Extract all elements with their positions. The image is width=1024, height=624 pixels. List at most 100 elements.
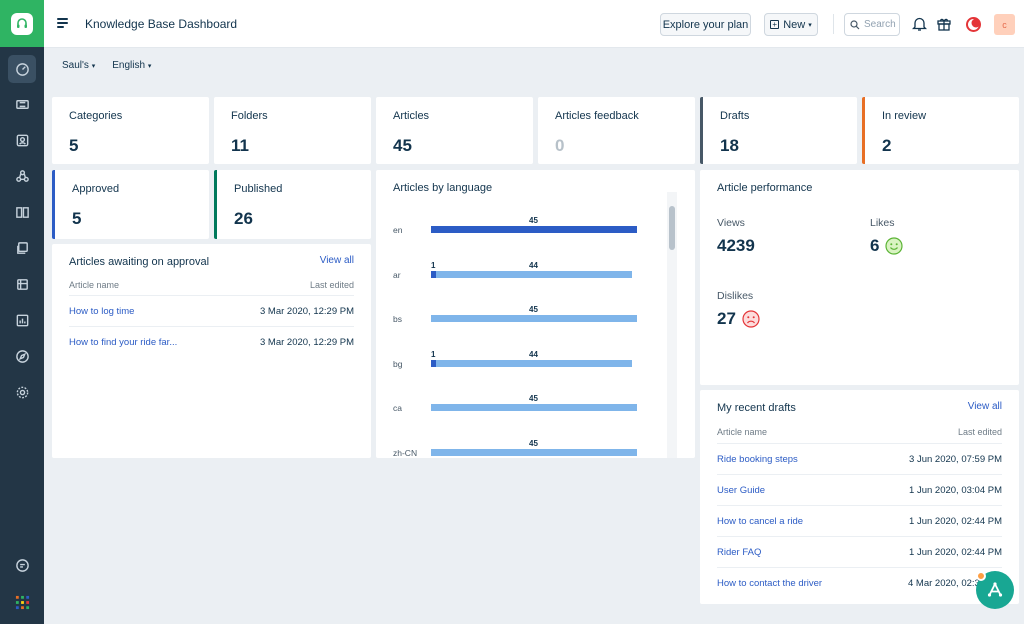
draft-date: 3 Jun 2020, 07:59 PM [909,454,1002,465]
stat-card-articles[interactable]: Articles 45 [376,97,533,164]
chart-bar[interactable] [435,359,633,367]
chevron-down-icon: ▾ [91,63,96,70]
language-chart-card: Articles by language en 45 ar 1 44 bs 45 bg 1 44 c… [376,170,695,458]
chart-scrollbar[interactable] [667,192,677,458]
nav-canned-icon[interactable] [8,234,36,262]
nav-analytics-icon[interactable] [8,306,36,334]
draft-link[interactable]: Rider FAQ [717,547,762,558]
draft-link[interactable]: User Guide [717,485,766,496]
explore-plan-button[interactable]: Explore your plan [660,13,751,36]
portal-dropdown-label: Saul's [62,60,89,71]
article-link[interactable]: How to find your ride far... [69,337,178,348]
language-dropdown-label: English [112,60,146,71]
stat-label: Published [234,183,283,195]
bar-data-label: 44 [529,260,538,270]
sad-face-icon [742,310,760,328]
stat-label: Approved [72,183,120,195]
chart-bar[interactable] [431,226,637,233]
nav-groups-icon[interactable] [8,162,36,190]
language-chart-title: Articles by language [393,182,493,194]
table-row[interactable]: Rider FAQ 1 Jun 2020, 02:44 PM [717,536,1002,567]
language-label: en [393,225,403,235]
draft-date: 1 Jun 2020, 03:04 PM [909,485,1002,496]
new-button[interactable]: + New ▾ [764,13,818,36]
nav-chat-icon[interactable] [8,551,36,579]
dislikes-value: 27 [717,309,760,329]
portal-dropdown[interactable]: Saul's ▾ [62,60,95,71]
bar-data-label: 45 [529,438,538,448]
stat-card-folders[interactable]: Folders 11 [214,97,371,164]
stat-label: Drafts [720,110,750,122]
stat-value: 2 [882,136,892,155]
performance-card-title: Article performance [717,182,813,194]
search-placeholder: Search [864,19,896,30]
nav-explore-icon[interactable] [8,342,36,370]
stat-label: In review [882,110,927,122]
search-icon [850,19,860,29]
table-row[interactable]: How to log time 3 Mar 2020, 12:29 PM [69,295,354,326]
stat-card-articles-feedback[interactable]: Articles feedback 0 [538,97,695,164]
column-header-article-name: Article name [717,427,768,437]
language-label: bs [393,314,402,324]
draft-link[interactable]: How to contact the driver [717,578,823,589]
performance-card: Article performance Views 4239 Likes 6 D… [700,170,1019,385]
nav-contacts-icon[interactable] [8,126,36,154]
gift-icon[interactable] [935,15,953,33]
language-label: bg [393,358,403,369]
chart-bar-secondary[interactable] [431,359,436,367]
table-row[interactable]: Ride booking steps 3 Jun 2020, 07:59 PM [717,443,1002,474]
table-row[interactable]: How to find your ride far... 3 Mar 2020,… [69,326,354,357]
nav-dashboard-icon[interactable] [8,55,36,83]
draft-link[interactable]: How to cancel a ride [717,516,804,527]
chart-bar-secondary[interactable] [431,270,436,278]
column-header-last-edited: Last edited [309,280,354,290]
app-switcher-icon[interactable] [8,588,36,616]
bar-data-label: 45 [529,305,538,314]
bar-data-label: 1 [431,260,436,270]
views-label: Views [717,217,745,229]
stat-card-categories[interactable]: Categories 5 [52,97,209,164]
stat-card-in-review[interactable]: In review 2 [862,97,1019,164]
approval-view-all-link[interactable]: View all [319,255,354,266]
scrollbar-thumb[interactable] [669,206,675,250]
stat-card-published[interactable]: Published 26 [214,170,371,239]
draft-date: 1 Jun 2020, 02:44 PM [909,547,1002,558]
chart-bar[interactable] [431,404,637,411]
plus-square-icon: + [770,20,780,29]
draft-date: 1 Jun 2020, 02:44 PM [909,516,1002,527]
article-link[interactable]: How to log time [69,306,135,317]
stat-card-drafts[interactable]: Drafts 18 [700,97,857,164]
stat-value: 18 [720,136,739,155]
recent-drafts-title: My recent drafts [717,402,796,414]
menu-toggle-icon[interactable] [57,18,68,28]
avatar[interactable]: c [994,14,1015,35]
stat-value: 26 [234,209,253,228]
chart-bar[interactable] [431,448,637,456]
table-row[interactable]: User Guide 1 Jun 2020, 03:04 PM [717,474,1002,505]
chart-bar[interactable] [435,270,633,278]
app-logo[interactable] [0,0,44,47]
nav-settings-icon[interactable] [8,378,36,406]
drafts-view-all-link[interactable]: View all [967,401,1002,412]
table-row[interactable]: How to cancel a ride 1 Jun 2020, 02:44 P… [717,505,1002,536]
search-input[interactable]: Search [844,13,900,36]
views-value: 4239 [717,236,755,256]
stat-label: Articles [393,110,430,122]
smile-face-icon [885,237,904,255]
language-dropdown[interactable]: English ▾ [112,60,151,71]
stat-value: 5 [69,136,79,155]
column-header-article-name: Article name [69,280,120,290]
table-row[interactable]: How to contact the driver 4 Mar 2020, 02… [717,567,1002,598]
chart-bar[interactable] [431,315,637,322]
notification-dot [976,571,986,581]
nav-tickets-icon[interactable] [8,90,36,118]
help-widget-button[interactable] [976,571,1014,609]
nav-knowledge-base-icon[interactable] [8,198,36,226]
draft-link[interactable]: Ride booking steps [717,454,798,465]
page-title: Knowledge Base Dashboard [85,17,238,31]
nav-assets-icon[interactable] [8,270,36,298]
status-moon-icon[interactable] [964,15,982,33]
column-header-last-edited: Last edited [957,427,1002,437]
stat-card-approved[interactable]: Approved 5 [52,170,209,239]
bell-icon[interactable] [910,15,928,33]
